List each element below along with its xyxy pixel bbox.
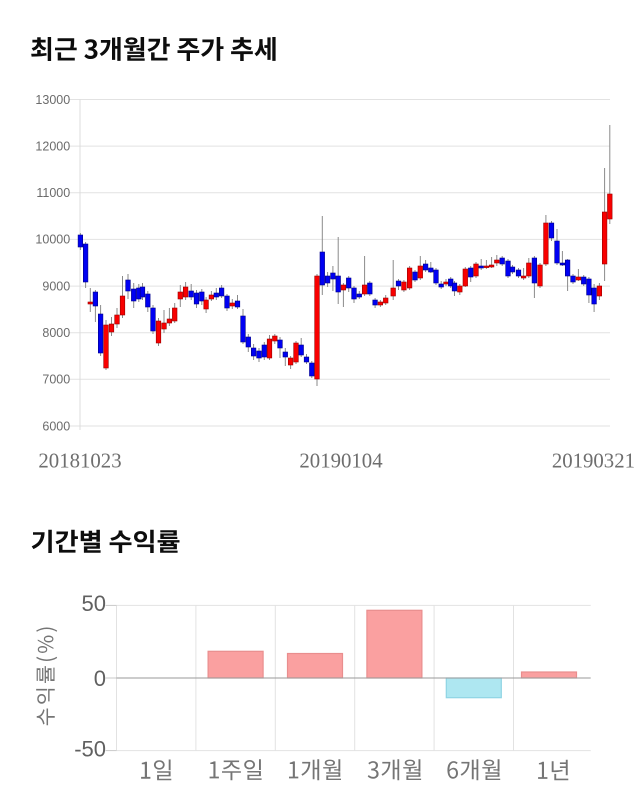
svg-text:13000: 13000 [35,93,70,107]
svg-text:7000: 7000 [42,373,70,387]
svg-text:-50: -50 [74,736,106,761]
svg-text:12000: 12000 [35,139,70,153]
svg-text:20181023: 20181023 [38,449,121,472]
svg-text:8000: 8000 [42,326,70,340]
svg-text:10000: 10000 [35,233,70,247]
svg-text:50: 50 [82,591,106,616]
svg-text:0: 0 [94,666,106,691]
svg-text:20190321: 20190321 [552,449,635,472]
svg-text:9000: 9000 [42,279,70,293]
svg-text:6000: 6000 [42,419,70,433]
svg-text:20190104: 20190104 [299,449,383,472]
svg-text:11000: 11000 [36,186,70,200]
